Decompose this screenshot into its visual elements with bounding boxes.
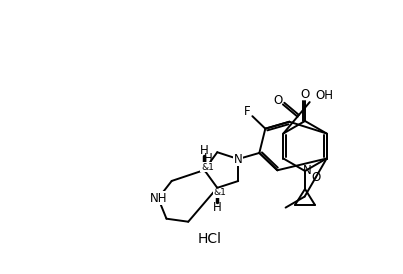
Text: &1: &1: [214, 188, 227, 197]
Text: H: H: [213, 201, 222, 214]
Text: F: F: [244, 105, 251, 118]
Text: N: N: [234, 153, 243, 165]
Text: O: O: [300, 89, 310, 101]
Text: O: O: [274, 94, 283, 107]
Text: OH: OH: [316, 89, 334, 102]
Text: HCl: HCl: [198, 232, 222, 246]
Text: NH: NH: [150, 192, 167, 205]
Text: H: H: [204, 152, 213, 164]
Text: O: O: [311, 171, 320, 184]
Text: &1: &1: [201, 162, 214, 172]
Text: N: N: [303, 164, 312, 178]
Text: H: H: [200, 144, 209, 156]
